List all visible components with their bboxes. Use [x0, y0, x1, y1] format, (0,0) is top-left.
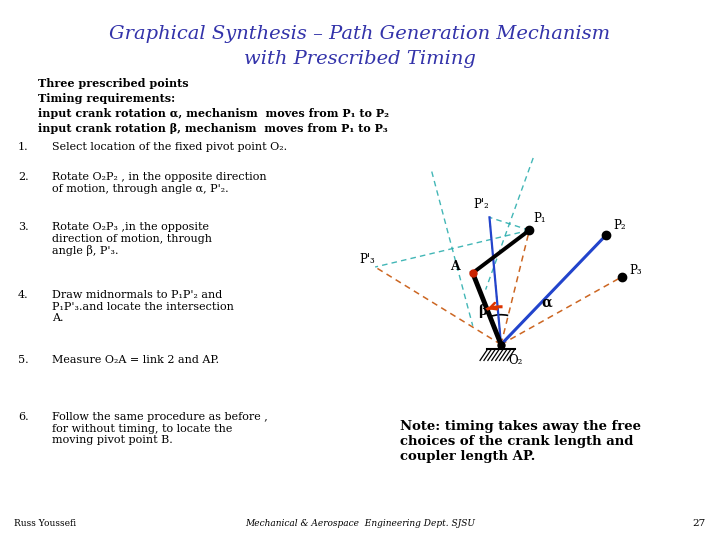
Text: Rotate O₂P₃ ,in the opposite
direction of motion, through
angle β, P'₃.: Rotate O₂P₃ ,in the opposite direction o…: [52, 222, 212, 256]
Text: Three prescribed points: Three prescribed points: [38, 78, 189, 89]
Text: Mechanical & Aerospace  Engineering Dept. SJSU: Mechanical & Aerospace Engineering Dept.…: [245, 519, 475, 528]
Text: 2.: 2.: [18, 172, 29, 182]
Text: P₁: P₁: [534, 212, 546, 225]
Text: Note: timing takes away the free
choices of the crank length and
coupler length : Note: timing takes away the free choices…: [400, 420, 641, 463]
Text: 27: 27: [693, 519, 706, 528]
Text: with Prescribed Timing: with Prescribed Timing: [244, 50, 476, 68]
Text: Follow the same procedure as before ,
for without timing, to locate the
moving p: Follow the same procedure as before , fo…: [52, 412, 268, 445]
Text: Select location of the fixed pivot point O₂.: Select location of the fixed pivot point…: [52, 142, 287, 152]
Text: Measure O₂A = link 2 and AP.: Measure O₂A = link 2 and AP.: [52, 355, 219, 365]
Text: P₃: P₃: [629, 264, 642, 277]
Text: O₂: O₂: [508, 354, 523, 367]
Text: 1.: 1.: [18, 142, 29, 152]
Text: 5.: 5.: [18, 355, 29, 365]
Text: Timing requirements:: Timing requirements:: [38, 93, 175, 104]
Text: Graphical Synthesis – Path Generation Mechanism: Graphical Synthesis – Path Generation Me…: [109, 25, 611, 43]
Text: 6.: 6.: [18, 412, 29, 422]
Text: Rotate O₂P₂ , in the opposite direction
of motion, through angle α, P'₂.: Rotate O₂P₂ , in the opposite direction …: [52, 172, 266, 194]
Text: P'₂: P'₂: [473, 198, 489, 211]
Text: α: α: [541, 296, 552, 310]
Text: input crank rotation α, mechanism  moves from P₁ to P₂: input crank rotation α, mechanism moves …: [38, 108, 389, 119]
Text: input crank rotation β, mechanism  moves from P₁ to P₃: input crank rotation β, mechanism moves …: [38, 123, 388, 134]
Text: β: β: [478, 303, 487, 318]
Text: P₂: P₂: [613, 219, 626, 232]
Text: 3.: 3.: [18, 222, 29, 232]
Text: A: A: [449, 260, 459, 273]
Text: Draw midnormals to P₁P'₂ and
P₁P'₃.and locate the intersection
A.: Draw midnormals to P₁P'₂ and P₁P'₃.and l…: [52, 290, 234, 323]
Text: P'₃: P'₃: [359, 253, 375, 266]
Text: Russ Youssefi: Russ Youssefi: [14, 519, 76, 528]
Text: 4.: 4.: [18, 290, 29, 300]
